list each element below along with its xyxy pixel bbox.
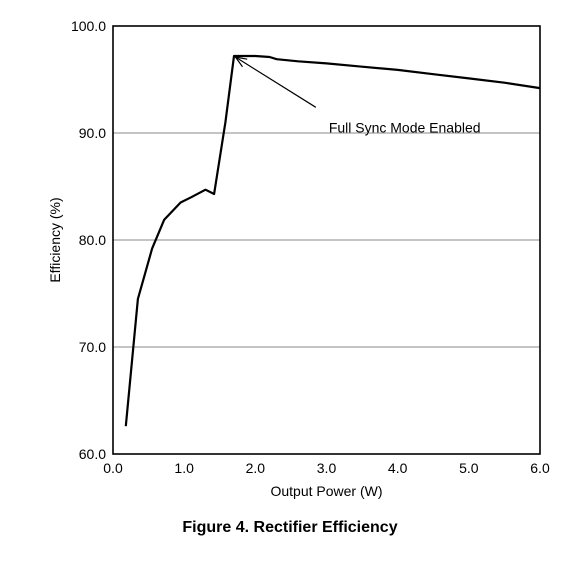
- annotation-arrow-line-0: [235, 56, 317, 108]
- annotation-arrow-head-0: [234, 56, 248, 68]
- x-axis-title: Output Power (W): [270, 483, 382, 499]
- y-tick-label-3: 90.0: [79, 125, 106, 141]
- y-axis-title: Efficiency (%): [47, 197, 63, 282]
- y-tick-label-2: 80.0: [79, 232, 106, 248]
- annotation-group: Full Sync Mode Enabled: [234, 56, 481, 135]
- gridlines: [113, 132, 540, 348]
- x-tick-label-3: 3.0: [317, 460, 337, 476]
- tick-labels: 60.0 70.0 80.0 90.0 100.0 0.0 1.0 2.0 3.0 4.0 5.0 6…: [71, 18, 550, 476]
- x-tick-label-4: 4.0: [388, 460, 408, 476]
- x-tick-label-6: 6.0: [530, 460, 550, 476]
- x-tick-label-5: 5.0: [459, 460, 479, 476]
- plot-frame: [112, 25, 541, 455]
- figure-caption: Figure 4. Rectifier Efficiency: [182, 519, 398, 536]
- y-tick-label-4: 100.0: [71, 18, 106, 34]
- y-tick-label-1: 70.0: [79, 339, 106, 355]
- series-line-0: [124, 54, 541, 427]
- series-group: [124, 54, 541, 427]
- x-tick-label-2: 2.0: [246, 460, 266, 476]
- x-tick-label-0: 0.0: [103, 460, 123, 476]
- y-tick-label-0: 60.0: [79, 446, 106, 462]
- x-tick-label-1: 1.0: [174, 460, 194, 476]
- annotation-text-0: Full Sync Mode Enabled: [329, 119, 481, 135]
- efficiency-chart: Full Sync Mode Enabled 60.0 70.0 80.0 90.0 1…: [47, 18, 550, 499]
